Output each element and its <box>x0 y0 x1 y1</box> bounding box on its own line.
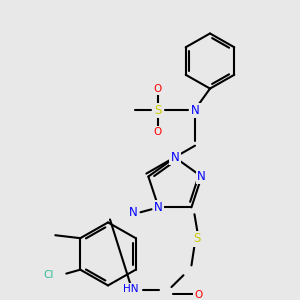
Text: N: N <box>197 170 206 183</box>
Text: S: S <box>193 232 200 245</box>
Text: HN: HN <box>123 284 139 294</box>
Text: N: N <box>154 201 163 214</box>
Text: Cl: Cl <box>43 270 53 280</box>
Text: S: S <box>154 104 162 117</box>
Text: N: N <box>129 206 138 219</box>
Text: N: N <box>171 151 179 164</box>
Text: O: O <box>154 84 162 94</box>
Text: O: O <box>194 290 202 300</box>
Text: N: N <box>190 104 200 117</box>
Text: O: O <box>154 127 162 137</box>
